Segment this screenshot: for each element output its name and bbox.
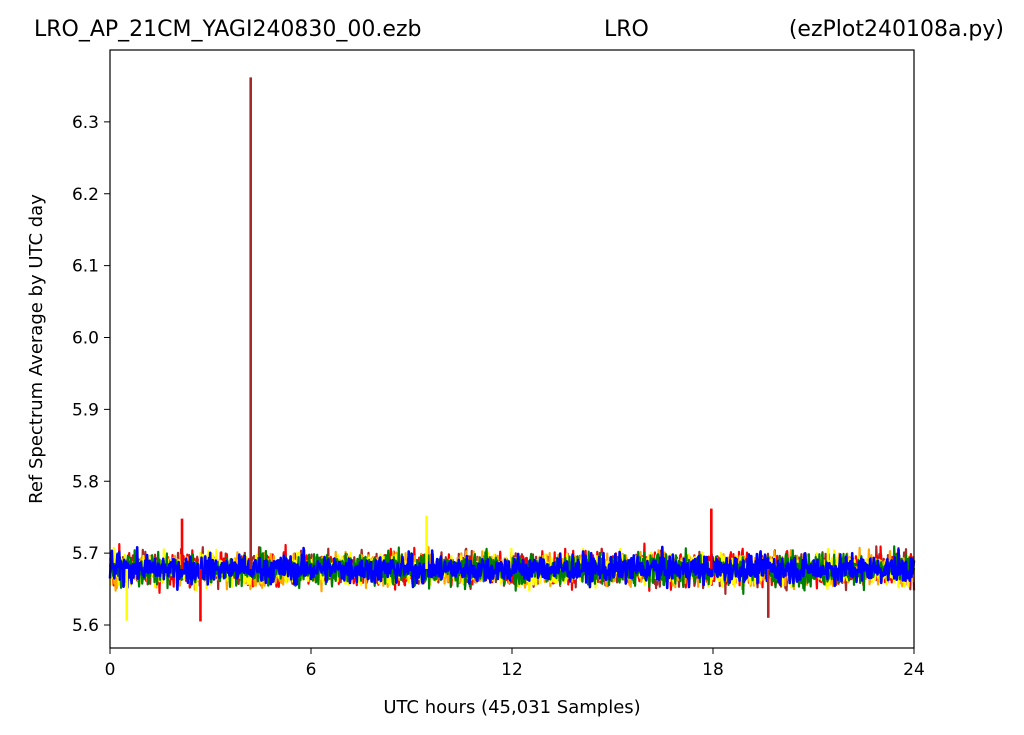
- plot-series: [108, 542, 916, 595]
- x-tick-label: 18: [702, 660, 724, 680]
- y-tick-label: 6.3: [72, 113, 99, 133]
- x-axis-label: UTC hours (45,031 Samples): [383, 697, 640, 718]
- x-axis: 0 6 12 18 24: [105, 648, 925, 680]
- header-script-name: (ezPlot240108a.py): [789, 17, 1004, 42]
- y-tick-label: 5.6: [72, 616, 99, 636]
- x-tick-label: 24: [903, 660, 925, 680]
- y-tick-label: 5.9: [72, 400, 99, 420]
- notable-points: [125, 77, 770, 622]
- y-tick-label: 5.7: [72, 544, 99, 564]
- x-tick-label: 12: [501, 660, 523, 680]
- y-axis-label: Ref Spectrum Average by UTC day: [26, 194, 47, 504]
- header-observatory: LRO: [604, 17, 649, 42]
- y-tick-label: 6.0: [72, 329, 99, 349]
- header-file-name: LRO_AP_21CM_YAGI240830_00.ezb: [34, 17, 421, 42]
- x-tick-label: 0: [105, 660, 116, 680]
- x-tick-label: 6: [306, 660, 317, 680]
- y-axis: 5.6 5.7 5.8 5.9 6.0 6.1 6.2 6.3: [72, 113, 110, 636]
- y-tick-label: 5.8: [72, 472, 99, 492]
- y-tick-label: 6.1: [72, 257, 99, 277]
- y-tick-label: 6.2: [72, 185, 99, 205]
- series-line: [108, 545, 916, 591]
